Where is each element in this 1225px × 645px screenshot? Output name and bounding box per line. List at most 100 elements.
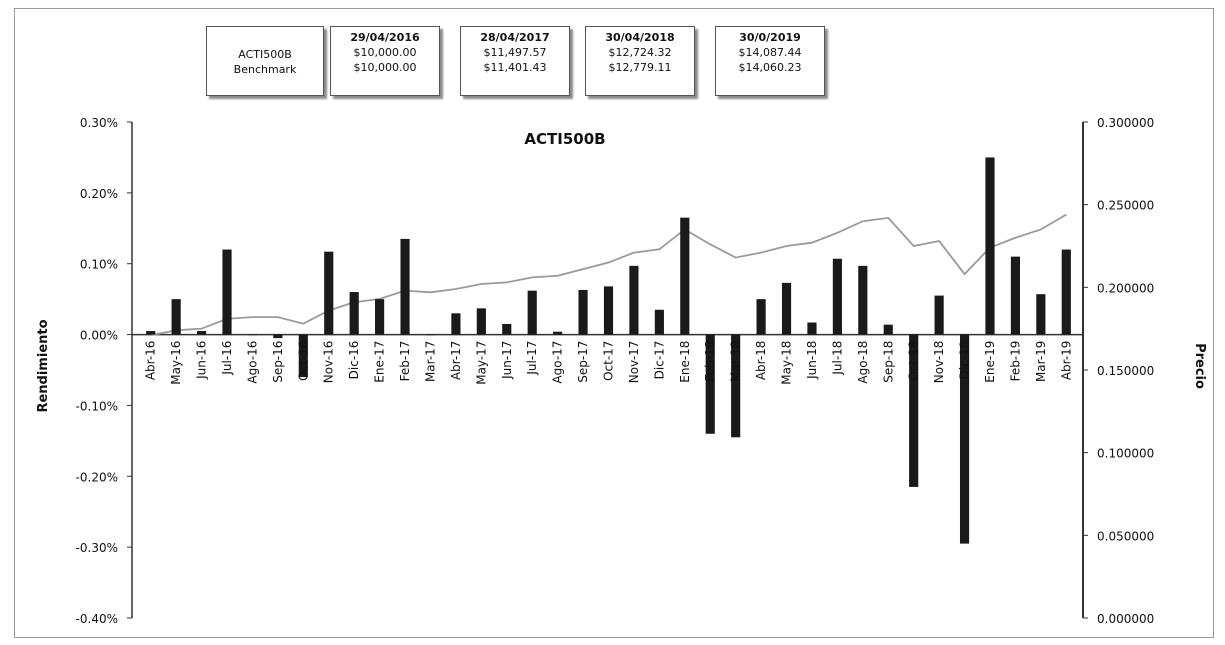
x-tick-label: Abr-19 [1059,341,1073,381]
return-bar [324,251,334,335]
x-tick-label: Oct-17 [602,341,616,381]
x-tick-label: Jul-17 [525,341,539,376]
x-tick-label: Abr-18 [754,341,768,381]
return-bar [222,249,232,335]
x-tick-label: Oct-16 [296,341,310,381]
return-bar [807,322,817,335]
return-bar [603,286,614,335]
x-tick-label: Jun-16 [195,341,209,380]
return-bar [375,299,385,335]
y-axis-label: Rendimiento [36,319,51,412]
x-tick-label: Ago-18 [856,341,870,384]
return-bar [1036,294,1046,335]
return-bar [629,265,639,335]
summary-benchmark-value: $10,000.00 [353,61,417,74]
y2-tick-label: 0.000000 [1097,612,1154,626]
y2-tick-label: 0.100000 [1097,447,1154,461]
return-bar [1010,256,1020,335]
return-bar [273,334,283,339]
x-tick-label: Oct-18 [907,341,921,381]
x-tick-label: Feb-17 [398,341,412,382]
return-bar [654,309,664,335]
x-tick-label: Ene-18 [678,341,692,383]
return-bar [781,282,792,335]
x-tick-label: Jul-18 [830,341,844,376]
return-bar [934,295,944,335]
return-bar [731,334,741,438]
summary-benchmark-value: $12,779.11 [608,61,672,74]
return-bar [451,313,461,335]
summary-labels-box: ACTI500B Benchmark [206,26,324,96]
summary-fund-value: $10,000.00 [353,46,417,59]
return-bar [909,334,919,487]
summary-benchmark-value: $11,401.43 [483,61,547,74]
return-bar [883,324,893,335]
return-bar [527,290,537,335]
x-tick-label: Sep-17 [576,341,590,383]
summary-benchmark-value: $14,060.23 [738,61,802,74]
x-tick-label: Jun-17 [500,341,514,380]
y2-axis-label: Precio [1192,343,1207,389]
x-tick-label: Jul-16 [220,341,234,376]
return-bar [171,299,181,335]
return-bar [985,157,995,335]
x-tick-label: Nov-18 [932,341,946,384]
summary-fund-value: $14,087.44 [738,46,802,59]
return-bar [1061,249,1071,335]
y2-tick-label: 0.300000 [1097,116,1154,130]
y-tick-label: -0.30% [76,541,118,555]
x-tick-label: Abr-17 [449,341,463,381]
summary-date: 30/0/2019 [739,31,801,44]
return-bar [680,217,690,335]
y-tick-label: -0.40% [76,612,118,626]
y-tick-label: 0.30% [80,116,118,130]
return-bar [425,334,436,336]
summary-fund-value: $12,724.32 [608,46,672,59]
summary-date: 28/04/2017 [480,31,550,44]
return-bar [146,331,156,335]
x-tick-label: Sep-18 [881,341,895,383]
summary-column-2017: 28/04/2017 $11,497.57 $11,401.43 [460,26,570,96]
summary-column-2019: 30/0/2019 $14,087.44 $14,060.23 [715,26,825,96]
summary-row-label-benchmark: Benchmark [233,63,297,76]
return-bar [858,265,868,335]
return-bar [298,334,308,378]
y2-tick-label: 0.150000 [1097,364,1154,378]
y-tick-label: 0.10% [80,258,118,272]
return-bar [578,289,588,335]
x-tick-label: Dic-18 [958,341,972,380]
x-tick-label: Mar-17 [423,341,437,382]
x-tick-label: Dic-17 [652,341,666,380]
summary-row-label-fund: ACTI500B [238,48,292,61]
x-tick-label: Dic-16 [347,341,361,380]
x-tick-label: Ago-16 [245,341,259,384]
x-tick-label: Abr-16 [144,341,158,381]
return-bar [959,334,970,544]
return-bar [832,258,842,335]
plot-area: 0.30% 0.20% 0.10% 0.00% -0.10% -0.20% -0.30% -0… [76,116,1155,626]
return-bar [705,334,715,434]
x-tick-label: Ago-17 [551,341,565,384]
x-tick-label: Sep-16 [271,341,285,383]
return-bar [502,323,512,335]
y2-tick-label: 0.250000 [1097,199,1154,213]
y-tick-label: 0.20% [80,187,118,201]
y-tick-label: -0.20% [76,470,118,484]
x-tick-label: Nov-16 [322,341,336,384]
x-tick-label: May-18 [780,341,794,385]
y2-tick-label: 0.200000 [1097,281,1154,295]
return-bar [197,331,207,335]
summary-date: 29/04/2016 [350,31,420,44]
price-line [150,213,1067,337]
y-tick-label: 0.00% [80,329,118,343]
return-bar [400,238,410,335]
x-tick-label: Ene-19 [983,341,997,383]
x-tick-label: Mar-19 [1034,341,1048,382]
return-bar [756,299,766,335]
x-tick-label: Mar-18 [729,341,743,382]
y-tick-label: -0.10% [76,399,118,413]
return-bar [349,292,359,335]
x-tick-label: May-17 [474,341,488,385]
x-tick-label: Ene-17 [373,341,387,383]
